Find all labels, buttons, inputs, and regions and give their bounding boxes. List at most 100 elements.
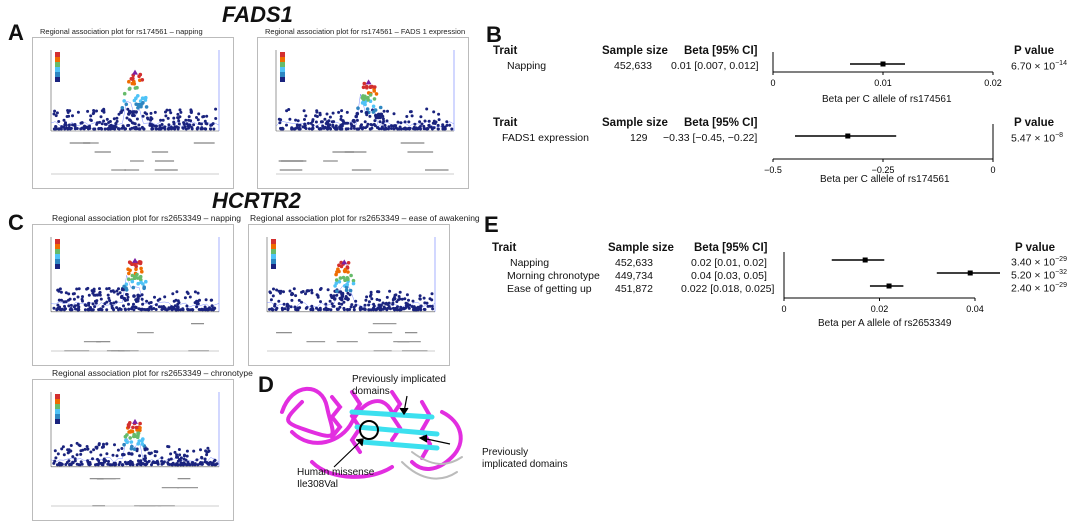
snp-point-ld xyxy=(136,442,140,446)
snp-point-ld xyxy=(134,96,138,100)
snp-point xyxy=(319,300,322,304)
snp-point xyxy=(111,127,115,131)
snp-point xyxy=(173,450,177,454)
panel-letter-c: C xyxy=(8,210,24,235)
snp-point-ld xyxy=(362,101,367,105)
snp-point xyxy=(404,301,408,305)
snp-point xyxy=(280,306,284,310)
snp-point xyxy=(170,308,174,311)
snp-point-ld xyxy=(131,425,135,430)
snp-point xyxy=(52,306,56,310)
snp-point xyxy=(75,453,79,457)
snp-point-ld xyxy=(132,447,137,451)
snp-point xyxy=(412,306,416,310)
b1-header-p: P value xyxy=(1014,45,1055,57)
snp-point-ld xyxy=(379,112,383,117)
snp-point xyxy=(286,306,290,310)
snp-point xyxy=(173,126,177,130)
snp-point xyxy=(419,127,422,131)
snp-point-ld xyxy=(334,272,338,277)
b1-xlabel: Beta per C allele of rs174561 xyxy=(822,94,952,105)
b1-beta: 0.01 [0.007, 0.012] xyxy=(671,60,759,72)
snp-point xyxy=(392,112,396,116)
snp-point xyxy=(418,120,422,124)
snp-point xyxy=(145,112,149,116)
snp-point xyxy=(120,288,124,292)
snp-point xyxy=(105,117,109,121)
snp-point xyxy=(325,120,329,124)
snp-point-ld xyxy=(354,114,358,119)
snp-point xyxy=(150,117,154,121)
regional-plot-a1 xyxy=(32,37,234,189)
lead-snp-marker xyxy=(132,257,138,263)
ld-legend-swatch xyxy=(55,244,60,249)
snp-point xyxy=(178,453,182,457)
x-tick-label: 0.04 xyxy=(966,304,984,312)
snp-point xyxy=(154,303,158,307)
snp-point xyxy=(138,462,142,466)
snp-point xyxy=(120,463,124,467)
snp-point xyxy=(77,463,81,467)
snp-point xyxy=(146,117,150,121)
manhattan-svg xyxy=(50,50,220,175)
snp-point xyxy=(113,461,117,465)
snp-point xyxy=(372,304,376,308)
snp-point xyxy=(204,308,207,312)
snp-point xyxy=(179,110,183,114)
ld-legend-swatch xyxy=(55,399,60,404)
snp-point xyxy=(301,125,305,129)
snp-point xyxy=(121,124,125,128)
snp-point xyxy=(332,120,336,124)
snp-point xyxy=(195,127,199,130)
snp-point xyxy=(279,126,282,130)
recombination-line xyxy=(50,275,220,309)
snp-point xyxy=(352,118,355,122)
snp-point xyxy=(99,453,103,457)
snp-point xyxy=(66,111,70,114)
snp-point xyxy=(67,123,71,127)
snp-point xyxy=(195,116,198,119)
snp-point xyxy=(100,122,104,126)
snp-point xyxy=(387,305,391,308)
snp-point xyxy=(183,453,186,457)
snp-point xyxy=(67,459,71,463)
snp-point-ld xyxy=(376,112,381,117)
snp-point xyxy=(203,457,207,461)
snp-point xyxy=(104,122,108,126)
snp-point xyxy=(419,304,423,308)
snp-point xyxy=(131,305,135,309)
snp-point xyxy=(382,109,386,113)
snp-point xyxy=(348,293,352,297)
snp-point xyxy=(199,461,203,465)
snp-point xyxy=(359,305,363,309)
snp-point xyxy=(419,115,423,119)
x-tick-label: −0.5 xyxy=(764,165,782,174)
snp-point xyxy=(100,109,104,113)
snp-point-ld xyxy=(130,444,134,449)
snp-point xyxy=(315,293,319,297)
x-tick-label: 0.02 xyxy=(984,78,1002,88)
snp-point xyxy=(105,287,109,291)
snp-point xyxy=(187,115,191,119)
snp-point xyxy=(352,308,356,312)
snp-point-ld xyxy=(340,291,344,296)
ld-legend-swatch xyxy=(280,57,285,62)
snp-point-ld xyxy=(371,104,376,109)
snp-point xyxy=(108,463,112,467)
snp-point xyxy=(337,110,341,114)
snp-point xyxy=(62,118,66,122)
snp-point-ld xyxy=(144,279,148,284)
snp-point xyxy=(303,124,307,128)
e-row-1-sample: 452,633 xyxy=(615,257,653,269)
snp-point xyxy=(268,307,271,311)
snp-point xyxy=(298,123,302,127)
snp-point xyxy=(143,459,147,463)
snp-point xyxy=(448,123,452,127)
snp-point xyxy=(127,307,131,311)
snp-point-ld xyxy=(135,272,139,277)
snp-point xyxy=(104,459,108,463)
snp-point xyxy=(123,307,127,311)
snp-point-ld xyxy=(139,266,143,271)
snp-point xyxy=(97,443,101,447)
snp-point xyxy=(400,297,404,301)
